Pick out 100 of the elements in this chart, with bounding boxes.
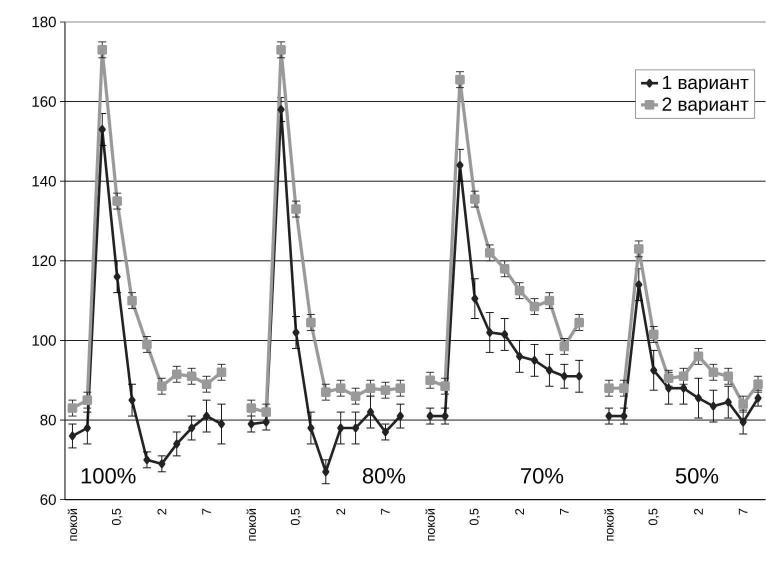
x-tick-label: 7 <box>381 508 390 515</box>
point <box>440 382 450 392</box>
point <box>158 460 166 468</box>
x-tick-label: 2 <box>336 508 346 515</box>
point <box>278 105 285 114</box>
point <box>530 356 538 365</box>
point <box>576 372 583 381</box>
point <box>664 374 674 384</box>
point <box>605 412 613 421</box>
point <box>84 424 91 432</box>
x-tick-label: 0,5 <box>112 508 122 526</box>
point <box>157 382 167 392</box>
point <box>484 248 495 258</box>
point <box>560 372 568 381</box>
point <box>634 244 644 254</box>
point <box>501 330 508 339</box>
point <box>708 368 718 378</box>
point <box>127 296 137 306</box>
point <box>648 330 659 340</box>
point <box>291 204 301 214</box>
point <box>516 352 524 361</box>
point <box>604 384 614 394</box>
point <box>723 372 734 382</box>
point <box>514 286 524 296</box>
annotation: 100% <box>82 468 136 484</box>
point <box>546 366 553 375</box>
point <box>142 340 152 350</box>
point <box>68 403 78 414</box>
x-tick-label: покой <box>604 509 614 541</box>
point <box>426 412 434 421</box>
x-tick-label: 0,5 <box>470 508 480 526</box>
point <box>203 412 210 421</box>
point <box>574 318 584 328</box>
point <box>471 294 478 304</box>
point <box>425 376 435 386</box>
point <box>202 380 212 390</box>
point <box>680 384 688 393</box>
point <box>665 384 672 393</box>
point <box>186 372 196 382</box>
point <box>620 412 628 421</box>
point <box>261 407 271 418</box>
point <box>97 45 108 55</box>
point <box>380 386 390 396</box>
y-tick-label: 100 <box>32 335 56 346</box>
x-tick-label: 2 <box>157 508 166 515</box>
point <box>396 384 406 394</box>
annotation: 80% <box>362 468 406 484</box>
point <box>262 418 270 427</box>
point <box>678 372 688 382</box>
y-tick-label: 60 <box>40 494 56 506</box>
point <box>350 392 360 402</box>
point <box>128 396 136 405</box>
point <box>306 318 316 328</box>
y-tick-label: 160 <box>32 96 56 108</box>
point <box>530 302 540 312</box>
point <box>98 125 106 134</box>
point <box>352 424 360 432</box>
x-tick-label: 7 <box>202 508 211 515</box>
point <box>246 403 256 414</box>
point <box>366 384 376 394</box>
point <box>114 272 121 282</box>
x-tick-label: покой <box>425 509 435 541</box>
y-tick-label: 140 <box>32 176 56 187</box>
legend-label: 1 вариант <box>663 76 748 94</box>
point <box>322 468 330 476</box>
point <box>455 75 465 85</box>
annotation: 70% <box>521 468 564 484</box>
point <box>486 328 494 337</box>
point <box>650 366 658 375</box>
point <box>337 424 344 432</box>
point <box>336 384 346 394</box>
y-tick-label: 180 <box>32 16 56 28</box>
point <box>307 424 314 432</box>
point <box>694 394 702 403</box>
point <box>68 432 76 440</box>
point <box>470 194 480 204</box>
point <box>456 161 464 170</box>
point <box>173 440 180 448</box>
point <box>112 196 122 206</box>
point <box>635 280 642 290</box>
annotation: 50% <box>676 468 718 484</box>
point <box>382 428 389 436</box>
y-tick-label: 120 <box>32 256 56 266</box>
y-tick-label: 80 <box>40 414 56 426</box>
point <box>740 418 747 427</box>
point <box>366 408 374 417</box>
point <box>82 396 92 406</box>
x-tick-label: 7 <box>560 508 569 515</box>
x-tick-label: 2 <box>694 508 703 515</box>
point <box>544 296 554 306</box>
point <box>442 412 449 421</box>
point <box>738 400 748 410</box>
point <box>754 394 762 403</box>
point <box>694 352 704 362</box>
x-tick-label: 7 <box>738 508 748 515</box>
point <box>292 328 300 337</box>
point <box>724 398 732 407</box>
point <box>321 388 331 398</box>
x-tick-label: 2 <box>515 508 524 515</box>
point <box>396 412 404 421</box>
